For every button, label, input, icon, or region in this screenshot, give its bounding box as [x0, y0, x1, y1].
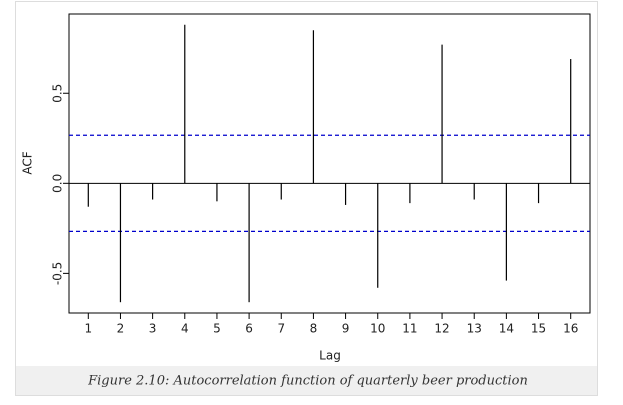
x-axis-label: Lag: [319, 349, 341, 363]
x-tick-label: 15: [531, 322, 546, 336]
y-tick-label: -0.5: [51, 262, 65, 285]
x-tick-label: 12: [434, 322, 449, 336]
x-tick-label: 2: [117, 322, 125, 336]
x-tick-label: 13: [467, 322, 482, 336]
y-tick-label: 0.5: [51, 84, 65, 103]
x-tick-label: 16: [563, 322, 578, 336]
x-tick-label: 8: [310, 322, 318, 336]
x-tick-label: 4: [181, 322, 189, 336]
x-tick-label: 14: [499, 322, 514, 336]
x-tick-label: 5: [213, 322, 221, 336]
y-tick-label: 0.0: [51, 174, 65, 193]
x-tick-label: 11: [402, 322, 417, 336]
x-tick-label: 9: [342, 322, 350, 336]
x-tick-label: 1: [84, 322, 92, 336]
caption-band: [16, 366, 597, 395]
plot-box: [68, 13, 591, 314]
x-tick-label: 6: [245, 322, 253, 336]
x-tick-label: 10: [370, 322, 385, 336]
figure-frame: [15, 1, 598, 396]
caption: Figure 2.10: Autocorrelation function of…: [87, 374, 528, 389]
y-axis-label: ACF: [21, 151, 35, 174]
x-tick-label: 3: [149, 322, 157, 336]
x-tick-label: 7: [277, 322, 285, 336]
